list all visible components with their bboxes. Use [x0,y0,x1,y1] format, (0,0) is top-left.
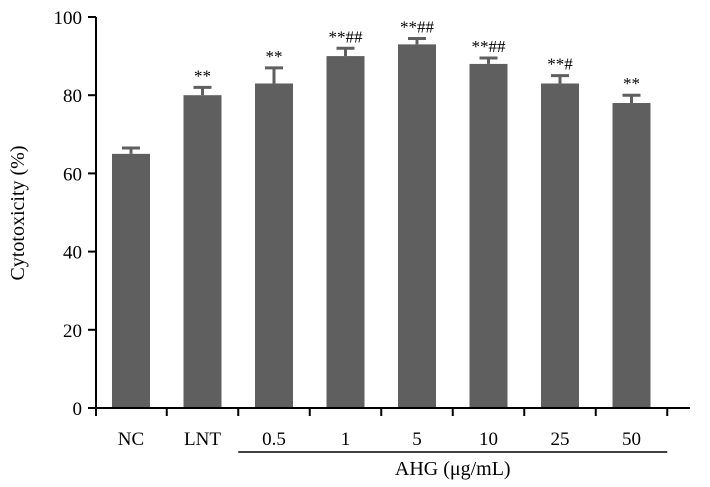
bar [541,83,579,408]
x-tick-label: 0.5 [262,429,286,450]
significance-label: **# [547,55,573,74]
bar [612,103,651,409]
significance-label: ** [623,74,640,93]
bars [112,44,651,409]
y-tick-label: 60 [63,164,82,185]
error-bars [122,37,641,154]
group-label: AHG (μg/mL) [395,458,511,480]
significance-label: ** [194,66,211,85]
y-tick-label: 20 [63,321,82,342]
significance-label: **## [329,27,364,46]
x-tick-label: 1 [341,429,351,450]
bar [326,56,365,408]
bar [183,95,222,408]
significance-labels: ** ** **## **## **## **# ** [194,18,640,94]
x-tick-label: 25 [551,429,570,450]
x-tick-label: 5 [412,429,422,450]
significance-label: **## [472,37,507,56]
significance-label: **## [400,18,435,37]
y-axis-label: Cytotoxicity (%) [7,146,29,281]
x-axis: NC LNT 0.5 1 5 10 25 50 [95,407,690,450]
x-tick-label: 50 [622,429,641,450]
bar [255,83,293,408]
y-tick-label: 80 [63,86,82,107]
y-tick-label: 40 [63,243,82,264]
bar [469,63,508,409]
x-tick-label: 10 [479,429,498,450]
ahg-group: AHG (μg/mL) [238,451,668,480]
significance-label: ** [266,47,283,66]
y-axis: 0 20 40 60 80 100 [54,8,97,420]
y-tick-label: 100 [54,8,83,29]
y-tick-label: 0 [73,399,83,420]
bar [398,44,436,409]
x-tick-label: LNT [184,429,221,450]
bar [112,153,150,408]
x-tick-label: NC [118,429,144,450]
